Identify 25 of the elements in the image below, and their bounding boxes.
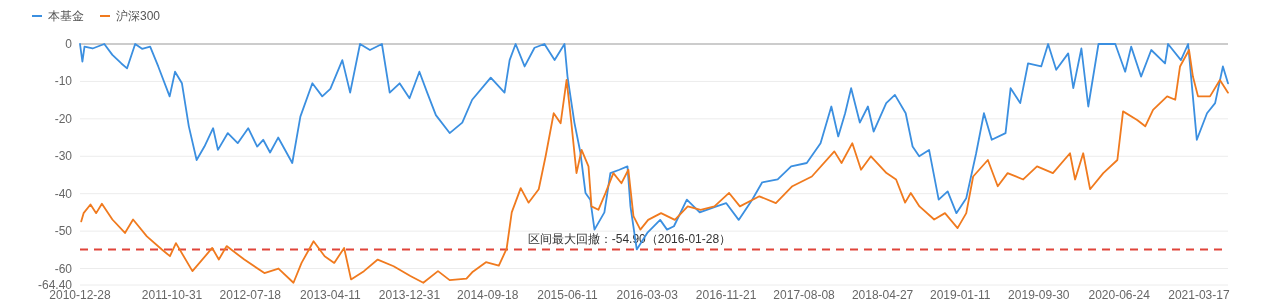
x-tick-label: 2016-03-03 xyxy=(616,288,679,302)
x-tick-label: 2013-12-31 xyxy=(378,288,441,302)
y-tick-label: -40 xyxy=(54,186,73,201)
y-tick-label: 0 xyxy=(65,37,73,51)
x-tick-label: 2019-09-30 xyxy=(1008,288,1070,302)
x-tick-label: 2013-04-11 xyxy=(300,288,361,302)
x-tick-label: 2011-10-31 xyxy=(141,288,203,302)
line-series xyxy=(79,43,1229,251)
legend-label: 沪深300 xyxy=(116,9,161,23)
x-tick-label: 2017-08-08 xyxy=(773,288,836,302)
line-series xyxy=(80,49,1229,284)
legend-label: 本基金 xyxy=(48,9,84,23)
x-tick-label: 2014-09-18 xyxy=(457,288,519,302)
x-tick-label: 2016-11-21 xyxy=(695,288,757,302)
x-tick-label: 2018-04-27 xyxy=(851,288,914,302)
y-tick-label: -20 xyxy=(54,111,73,126)
y-tick-label: -60 xyxy=(54,261,73,276)
y-tick-label: -50 xyxy=(54,224,73,239)
x-tick-label: 2015-06-11 xyxy=(537,288,599,302)
x-tick-label: 2019-01-11 xyxy=(930,288,991,302)
x-tick-label: 2021-03-17 xyxy=(1168,288,1230,302)
y-tick-label: -30 xyxy=(54,149,73,164)
x-tick-label: 2012-07-18 xyxy=(219,288,282,302)
y-tick-label: -10 xyxy=(54,74,73,89)
x-tick-label: 2020-06-24 xyxy=(1088,288,1151,302)
